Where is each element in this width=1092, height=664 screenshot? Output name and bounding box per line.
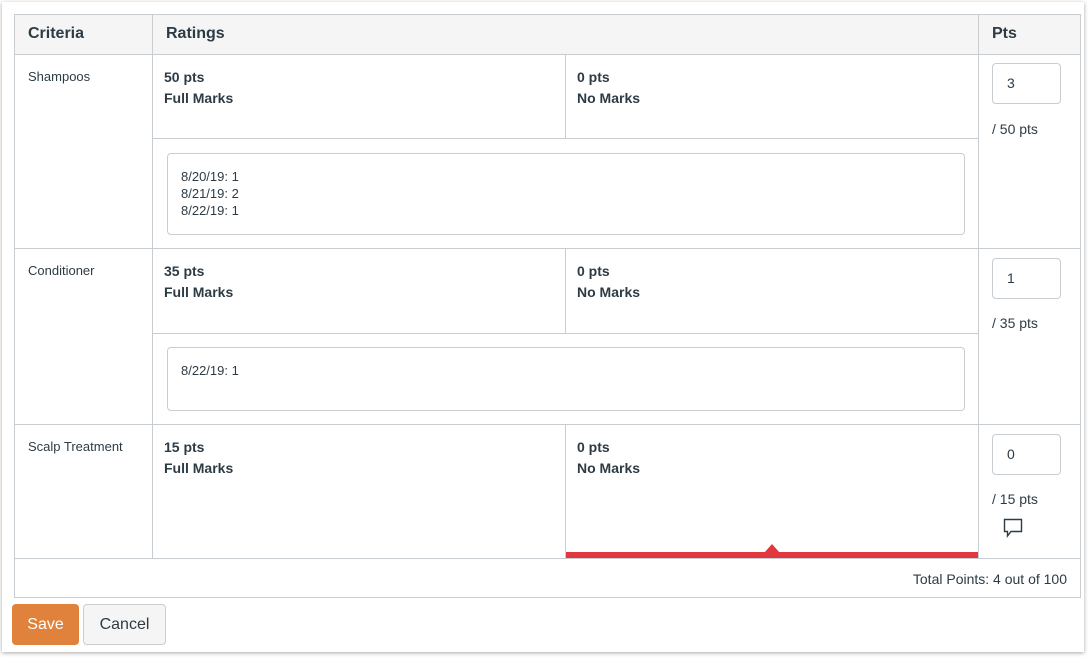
points-possible: / 50 pts: [992, 121, 1038, 137]
comment-textarea[interactable]: 8/20/19: 1 8/21/19: 2 8/22/19: 1: [167, 153, 965, 235]
points-cell: 1 / 35 pts: [978, 249, 1080, 424]
header-criteria: Criteria: [28, 25, 85, 42]
rating-full-marks[interactable]: 15 pts Full Marks: [152, 425, 565, 558]
comment-textarea[interactable]: 8/22/19: 1: [167, 347, 965, 411]
rating-pts: 0 pts: [577, 69, 610, 85]
rating-pts: 0 pts: [577, 439, 610, 455]
rating-pts: 15 pts: [164, 439, 205, 455]
points-input[interactable]: 0: [992, 434, 1061, 475]
criterion-name: Conditioner: [28, 263, 95, 278]
rating-full-marks[interactable]: 35 pts Full Marks: [152, 249, 565, 334]
points-input[interactable]: 3: [992, 63, 1061, 104]
speech-bubble-icon[interactable]: [1003, 518, 1023, 538]
header-pts: Pts: [978, 15, 1017, 54]
rating-label: No Marks: [577, 90, 641, 106]
criterion-row-scalp-treatment: Scalp Treatment 15 pts Full Marks 0 pts No…: [15, 425, 1080, 559]
points-cell: 0 / 15 pts: [978, 425, 1080, 558]
rating-pts: 0 pts: [577, 263, 610, 279]
rating-pts: 35 pts: [164, 263, 205, 279]
rating-label: Full Marks: [164, 284, 234, 300]
points-possible: / 15 pts: [992, 491, 1038, 507]
cancel-button[interactable]: Cancel: [83, 604, 166, 645]
rating-label: No Marks: [577, 460, 641, 476]
points-input[interactable]: 1: [992, 258, 1061, 299]
rating-no-marks[interactable]: 0 pts No Marks: [565, 55, 978, 139]
comment-area: 8/20/19: 1 8/21/19: 2 8/22/19: 1: [152, 139, 978, 248]
total-points: Total Points: 4 out of 100: [912, 571, 1067, 587]
criterion-name: Scalp Treatment: [28, 439, 123, 454]
criterion-name: Shampoos: [28, 69, 91, 84]
points-cell: 3 / 50 pts: [978, 55, 1080, 248]
selected-indicator-bar: [566, 552, 978, 558]
rating-label: No Marks: [577, 284, 641, 300]
rating-no-marks[interactable]: 0 pts No Marks: [565, 249, 978, 334]
rating-label: Full Marks: [164, 460, 234, 476]
criterion-row-shampoos: Shampoos 50 pts Full Marks 0 pts No Marks …: [15, 55, 1080, 249]
rating-no-marks-selected[interactable]: 0 pts No Marks: [565, 425, 978, 558]
points-possible: / 35 pts: [992, 315, 1038, 331]
criterion-row-conditioner: Conditioner 35 pts Full Marks 0 pts No Mar…: [15, 249, 1080, 425]
selected-indicator-arrow: [764, 544, 780, 553]
rating-pts: 50 pts: [164, 69, 205, 85]
comment-area: 8/22/19: 1: [152, 334, 978, 424]
rating-label: Full Marks: [164, 90, 234, 106]
save-button[interactable]: Save: [12, 604, 79, 645]
header-ratings: Ratings: [152, 15, 225, 54]
table-header: Criteria Ratings Pts: [15, 15, 1080, 55]
rubric-table: Criteria Ratings Pts Shampoos 50 pts Full…: [14, 14, 1081, 598]
rating-full-marks[interactable]: 50 pts Full Marks: [152, 55, 565, 139]
rubric-card: Criteria Ratings Pts Shampoos 50 pts Full…: [2, 2, 1084, 652]
